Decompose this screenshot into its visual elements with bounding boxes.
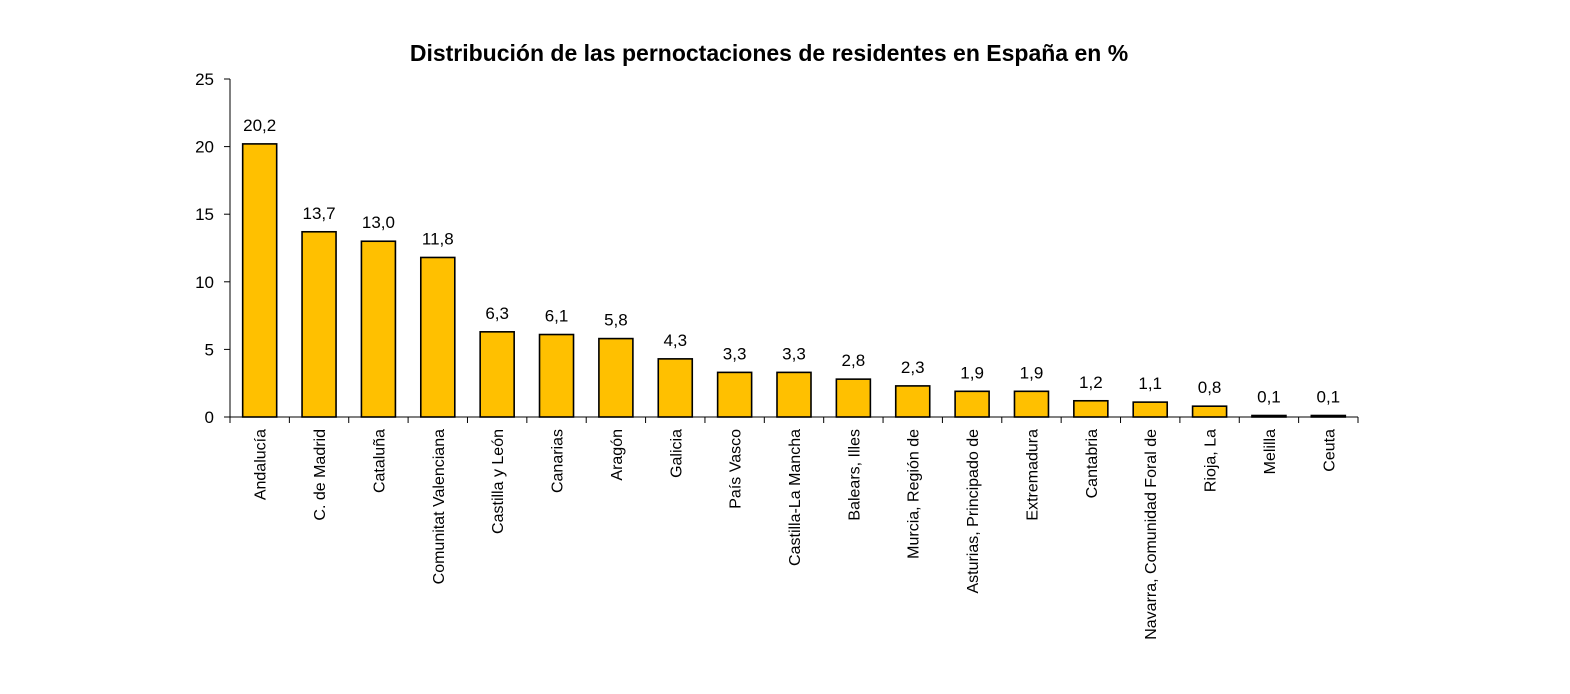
- bar-value-label: 5,8: [604, 311, 628, 330]
- bar: [1073, 399, 1109, 418]
- category-label: Galicia: [668, 429, 685, 478]
- y-tick-label: 0: [205, 408, 214, 427]
- bar-value-label: 0,1: [1316, 388, 1340, 407]
- bar-value-label: 1,9: [960, 363, 984, 382]
- category-label: Cantabria: [1084, 429, 1101, 498]
- category-label: Andalucía: [253, 429, 270, 500]
- bar-value-label: 4,3: [663, 331, 687, 350]
- bar-value-label: 3,3: [782, 344, 806, 363]
- bar: [360, 240, 397, 418]
- bar: [241, 143, 278, 418]
- bar: [1013, 390, 1050, 418]
- bars: [241, 143, 1347, 418]
- bar: [1251, 414, 1287, 418]
- category-label: Ceuta: [1321, 429, 1338, 472]
- category-label: Castilla y León: [490, 429, 507, 534]
- category-label: Asturias, Principado de: [965, 429, 982, 594]
- bar-value-label: 2,3: [901, 358, 925, 377]
- y-tick-label: 5: [205, 340, 214, 359]
- bar-value-label: 13,0: [362, 213, 395, 232]
- bar-value-label: 13,7: [303, 204, 336, 223]
- category-label: Balears, Illes: [846, 429, 863, 521]
- bar-value-label: 20,2: [243, 116, 276, 135]
- category-label: Comunitat Valenciana: [431, 429, 448, 584]
- y-tick-label: 25: [195, 70, 214, 89]
- bar: [479, 331, 515, 418]
- bar: [954, 390, 990, 418]
- bar-value-label: 1,9: [1020, 363, 1044, 382]
- category-label: Aragón: [609, 429, 626, 481]
- bar-value-label: 2,8: [842, 351, 866, 370]
- category-label: Navarra, Comunidad Foral de: [1143, 429, 1160, 640]
- category-label: Rioja, La: [1203, 429, 1220, 492]
- bar-value-label: 11,8: [422, 229, 454, 248]
- bar: [657, 358, 694, 418]
- chart-title: Distribución de las pernoctaciones de re…: [409, 40, 1129, 66]
- bar: [598, 337, 634, 418]
- category-label: Castilla-La Mancha: [787, 429, 804, 566]
- bar: [1310, 414, 1347, 418]
- bar-value-label: 1,1: [1138, 374, 1162, 393]
- category-label: Murcia, Región de: [906, 429, 923, 559]
- bar: [835, 378, 872, 418]
- bar: [538, 333, 575, 418]
- category-label: C. de Madrid: [312, 429, 329, 521]
- bar: [419, 256, 456, 418]
- bar: [1132, 401, 1169, 418]
- y-tick-label: 15: [195, 205, 214, 224]
- tick-labels: 0 5 10 15 20 25 Andalucía C. de Madrid Cataluña C…: [195, 70, 1338, 640]
- category-label: Melilla: [1262, 429, 1279, 474]
- bar-value-label: 6,3: [485, 304, 509, 323]
- bar: [894, 385, 931, 418]
- category-label: País Vasco: [728, 429, 745, 509]
- data-labels: 20,2 13,7 13,0 11,8 6,3 6,1 5,8 4,3 3,3 3,3 2,8 2,3…: [243, 116, 1340, 407]
- bar: [301, 230, 337, 418]
- y-tick-label: 20: [195, 138, 214, 157]
- category-label: Canarias: [550, 429, 567, 493]
- bar: [1191, 405, 1228, 418]
- category-label: Extremadura: [1024, 429, 1041, 521]
- bar-value-label: 3,3: [723, 344, 747, 363]
- y-tick-label: 10: [195, 273, 214, 292]
- bar-value-label: 0,8: [1198, 378, 1222, 397]
- bar: [776, 371, 812, 418]
- bar: [716, 371, 753, 418]
- bar-value-label: 6,1: [545, 307, 569, 326]
- category-label: Cataluña: [371, 429, 388, 493]
- bar-value-label: 0,1: [1257, 388, 1281, 407]
- bar-value-label: 1,2: [1079, 373, 1103, 392]
